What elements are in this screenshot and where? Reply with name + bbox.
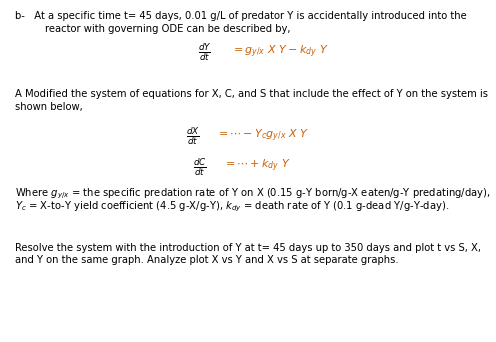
Text: $= \cdots - Y_c g_{y/x}\ X\ Y$: $= \cdots - Y_c g_{y/x}\ X\ Y$: [216, 127, 309, 144]
Text: reactor with governing ODE can be described by,: reactor with governing ODE can be descri…: [45, 24, 290, 34]
Text: $\frac{dC}{dt}$: $\frac{dC}{dt}$: [193, 156, 207, 177]
Text: $Y_c$ = X-to-Y yield coefficient (4.5 g-X/g-Y), $k_{dy}$ = death rate of Y (0.1 : $Y_c$ = X-to-Y yield coefficient (4.5 g-…: [15, 200, 449, 214]
Text: and Y on the same graph. Analyze plot X vs Y and X vs S at separate graphs.: and Y on the same graph. Analyze plot X …: [15, 255, 398, 265]
Text: A Modified the system of equations for X, C, and S that include the effect of Y : A Modified the system of equations for X…: [15, 89, 488, 99]
Text: Resolve the system with the introduction of Y at t= 45 days up to 350 days and p: Resolve the system with the introduction…: [15, 243, 481, 253]
Text: b-   At a specific time t= 45 days, 0.01 g/L of predator Y is accidentally intro: b- At a specific time t= 45 days, 0.01 g…: [15, 11, 467, 21]
Text: Where $g_{y/x}$ = the specific predation rate of Y on X (0.15 g-Y born/g-X eaten: Where $g_{y/x}$ = the specific predation…: [15, 186, 491, 201]
Text: $= g_{y/x}\ X\ Y - k_{dy}\ Y$: $= g_{y/x}\ X\ Y - k_{dy}\ Y$: [231, 43, 328, 60]
Text: $\frac{dY}{dt}$: $\frac{dY}{dt}$: [198, 41, 212, 63]
Text: shown below,: shown below,: [15, 102, 83, 111]
Text: $= \cdots + k_{dy}\ Y$: $= \cdots + k_{dy}\ Y$: [223, 158, 291, 174]
Text: $\frac{dX}{dt}$: $\frac{dX}{dt}$: [186, 125, 200, 147]
